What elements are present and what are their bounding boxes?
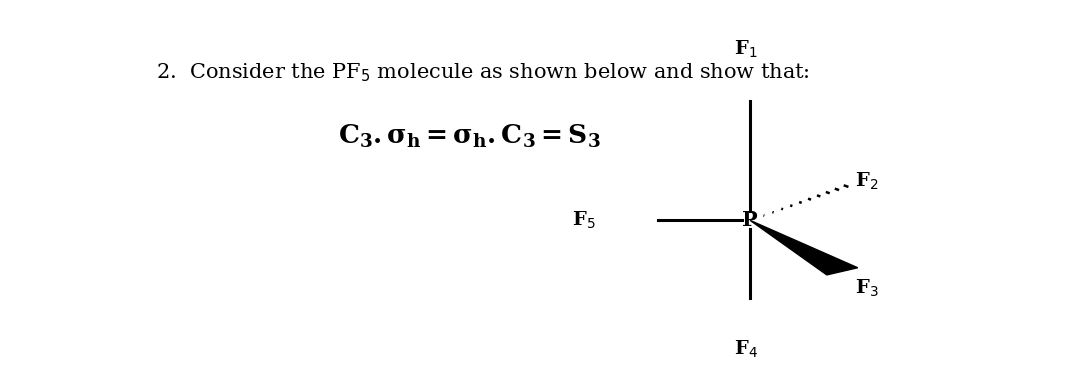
Text: $\mathbf{C_3.\sigma_h = \sigma_h.C_3 = S_3}$: $\mathbf{C_3.\sigma_h = \sigma_h.C_3 = S…	[338, 123, 602, 150]
Text: F$_3$: F$_3$	[855, 277, 878, 299]
Text: F$_2$: F$_2$	[855, 171, 878, 192]
Text: P: P	[742, 210, 758, 230]
Text: F$_1$: F$_1$	[734, 39, 758, 60]
Text: F$_5$: F$_5$	[571, 210, 595, 231]
Text: F$_4$: F$_4$	[734, 339, 758, 360]
Text: 2.  Consider the PF$_5$ molecule as shown below and show that:: 2. Consider the PF$_5$ molecule as shown…	[156, 62, 810, 84]
Polygon shape	[751, 221, 858, 275]
